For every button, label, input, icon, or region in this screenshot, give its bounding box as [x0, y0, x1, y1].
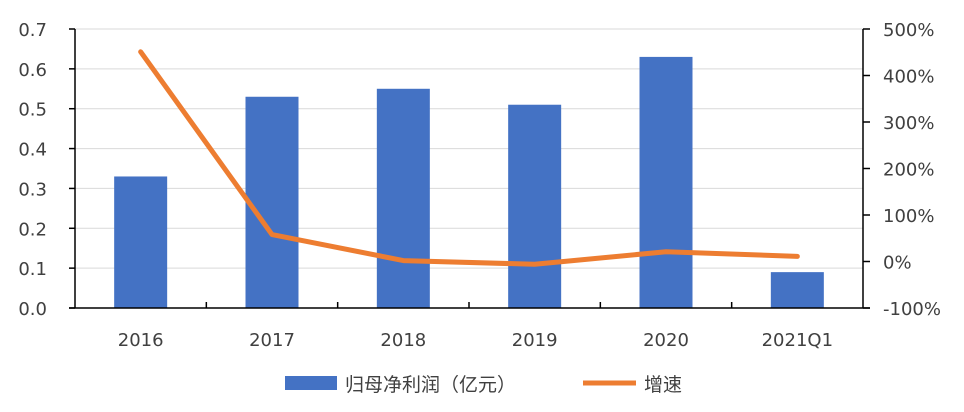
left-axis-tick-label: 0.5 [18, 100, 47, 121]
gridlines [75, 29, 863, 268]
legend: 归母净利润（亿元） 增速 [285, 374, 682, 396]
axes [69, 29, 870, 308]
right-axis-tick-label: -100% [883, 299, 941, 320]
bar-2020 [640, 57, 693, 308]
legend-swatch-bar [285, 376, 337, 390]
right-axis-tick-label: 200% [883, 160, 934, 181]
x-axis-tick-label: 2020 [643, 330, 689, 351]
legend-label-line: 增速 [644, 374, 682, 396]
bar-2017 [246, 97, 299, 308]
left-axis-tick-label: 0.3 [18, 179, 47, 200]
legend-label-bar: 归母净利润（亿元） [345, 374, 516, 396]
bar-2018 [377, 89, 430, 308]
right-axis-tick-label: 0% [883, 253, 912, 274]
x-axis-tick-label: 2017 [249, 330, 295, 351]
x-axis-tick-label: 2019 [512, 330, 558, 351]
right-axis-tick-label: 500% [883, 20, 934, 41]
x-axis-tick-label: 2018 [380, 330, 426, 351]
left-axis-tick-label: 0.7 [18, 20, 47, 41]
growth-line [141, 52, 798, 265]
x-axis-tick-label: 2016 [118, 330, 164, 351]
bar-2016 [114, 176, 167, 308]
right-axis-tick-label: 400% [883, 67, 934, 88]
left-axis-tick-label: 0.1 [18, 259, 47, 280]
left-axis-tick-label: 0.6 [18, 60, 47, 81]
left-axis-tick-label: 0.4 [18, 140, 47, 161]
bars [114, 57, 824, 308]
right-axis-tick-label: 300% [883, 113, 934, 134]
bar-2019 [508, 105, 561, 308]
left-axis-tick-label: 0.2 [18, 219, 47, 240]
x-axis-tick-label: 2021Q1 [762, 330, 833, 351]
left-axis-tick-label: 0.0 [18, 299, 47, 320]
growth-line-path [141, 52, 798, 265]
right-axis-tick-label: 100% [883, 206, 934, 227]
bar-2021Q1 [771, 272, 824, 308]
